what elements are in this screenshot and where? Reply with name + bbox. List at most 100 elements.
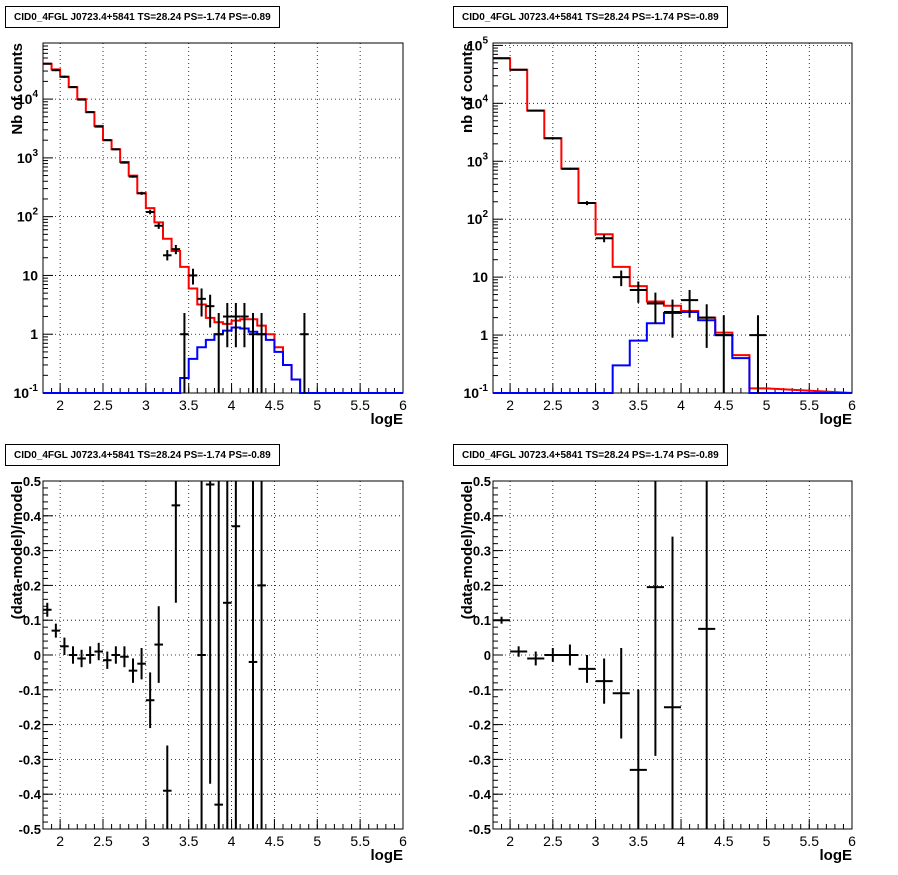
data-point [137,648,146,680]
panel-bottom-right: 2 2.5 3 3.5 4 4.5 5 5.5 6logE-0.5-0.4-0.3-0.2-0.… [459,474,856,864]
x-tick-label: 2.5 [93,397,113,413]
panel-title-bottom-right: CID0_4FGL J0723.4+5841 TS=28.24 PS=-1.74… [453,444,728,466]
x-tick-label: 3 [592,397,600,413]
panel-title-bottom-left: CID0_4FGL J0723.4+5841 TS=28.24 PS=-1.74… [5,444,280,466]
x-tick-label: 4 [677,833,685,849]
data-point [595,234,613,243]
x-tick-label: 3 [142,833,150,849]
data-point [248,481,258,829]
data-point [493,616,511,624]
y-tick-label: -0.1 [19,683,41,698]
data-point [94,125,103,128]
data-point [544,648,562,662]
data-point [629,281,647,303]
x-tick-label: 6 [399,833,407,849]
x-tick-label: 3.5 [179,833,199,849]
data-point [197,481,206,829]
data-point [163,745,172,829]
x-tick-label: 5 [763,397,771,413]
data-point [205,481,215,784]
y-tick-label: 103 [17,148,39,166]
x-tick-label: 5 [313,397,321,413]
data-point [223,481,232,829]
data-point [205,294,215,328]
y-tick-label: 103 [467,151,489,169]
data-point [188,268,198,285]
model-source-histogram [43,326,403,394]
data-point [51,623,61,638]
data-point [85,111,95,114]
x-tick-label: 4.5 [265,833,285,849]
x-tick-label: 4 [677,397,685,413]
data-point [120,646,129,668]
panel-title-top-right: CID0_4FGL J0723.4+5841 TS=28.24 PS=-1.74… [453,6,728,28]
y-tick-label: 0 [34,648,41,663]
data-point [578,655,596,683]
y-tick-label: 10-1 [14,383,39,401]
data-point [612,648,630,739]
x-tick-label: 2 [56,833,64,849]
x-tick-label: 2 [56,397,64,413]
panel-top-right: 2 2.5 3 3.5 4 4.5 5 5.5 6logE10-1110102103104105… [459,35,856,428]
data-point [145,209,155,215]
data-point [214,481,223,829]
plot-frame [42,42,404,394]
y-tick-label: -0.3 [469,752,491,767]
model-source-histogram [493,311,852,394]
data-point [214,312,223,393]
y-axis-label: nb of counts [459,43,476,133]
y-axis: -0.5 -0.4 -0.3 -0.2 -0.1 0 0.1 0.2 0.3 0.4 0.5(dat… [9,474,403,837]
y-tick-label: 0.3 [473,544,491,559]
x-axis-label: logE [371,847,404,864]
data-point [698,304,716,348]
data-point [510,68,528,71]
data-point [544,137,562,140]
data-point [103,651,112,669]
data-point [154,222,163,229]
data-point [103,139,112,142]
data-point [60,75,69,78]
model-total-histogram [493,57,853,394]
y-tick-label: 1 [30,326,38,342]
data-point [561,167,579,170]
y-tick-label: 1 [480,327,488,343]
x-tick-label: 2.5 [93,833,113,849]
y-tick-label: 0.4 [473,509,492,524]
x-axis-label: logE [820,411,853,428]
data-point [663,536,682,829]
x-tick-label: 6 [399,397,407,413]
data-point [510,646,528,657]
x-tick-label: 3.5 [179,397,199,413]
data-point [77,98,86,101]
data-point [646,292,664,324]
data-point [595,658,613,704]
x-tick-label: 2.5 [543,397,563,413]
data-point [94,642,103,661]
x-tick-label: 5.5 [800,397,820,413]
x-tick-label: 4 [228,833,236,849]
data-point [85,646,95,664]
data-point [171,481,181,603]
y-tick-label: 0.2 [23,578,41,593]
y-tick-label: -0.4 [19,787,42,802]
data-point [248,312,258,393]
y-axis: -0.5 -0.4 -0.3 -0.2 -0.1 0 0.1 0.2 0.3 0.4 0.5(dat… [459,474,852,837]
data-point [612,270,630,287]
data-points [43,481,266,829]
data-point [698,481,716,829]
x-tick-label: 4 [228,397,236,413]
data-point [111,646,121,664]
x-tick-label: 6 [848,397,856,413]
y-tick-label: 102 [467,209,489,227]
data-point [43,62,52,65]
panel-title-top-left: CID0_4FGL J0723.4+5841 TS=28.24 PS=-1.74… [5,6,280,28]
y-tick-label: 0.1 [473,613,491,628]
x-tick-label: 4.5 [714,833,734,849]
y-tick-label: 10-1 [464,383,489,401]
data-point [163,250,172,261]
data-point [68,646,78,664]
y-tick-label: -0.3 [19,752,41,767]
